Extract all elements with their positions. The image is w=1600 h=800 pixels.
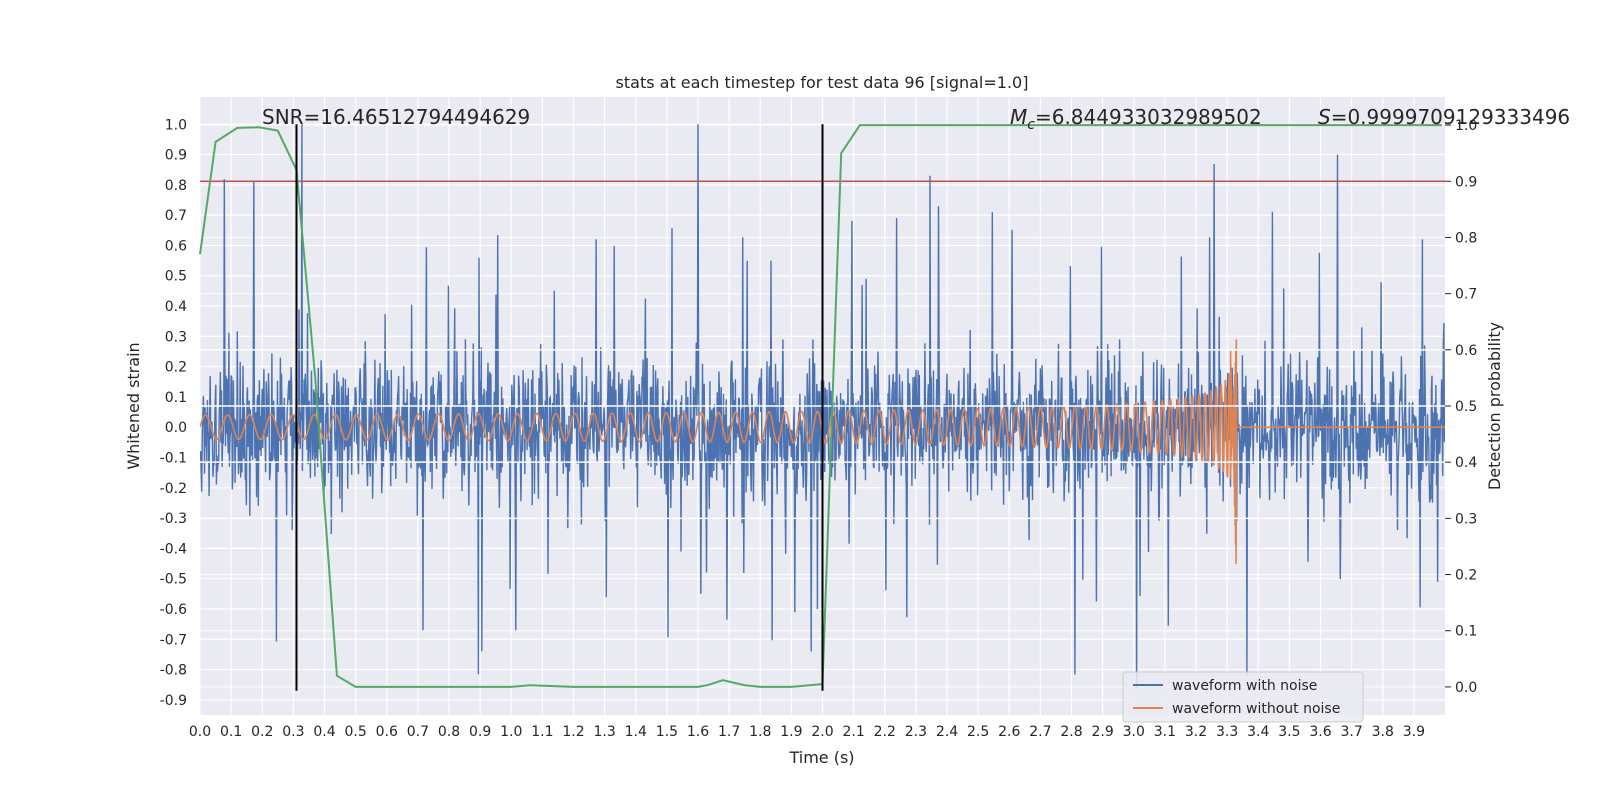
x-tick-label: 0.1 (220, 724, 242, 740)
x-tick-label: 1.1 (531, 724, 553, 740)
x-tick-label: 3.0 (1123, 724, 1145, 740)
y-axis-label: Whitened strain (124, 342, 143, 469)
chart-title: stats at each timestep for test data 96 … (616, 73, 1029, 92)
x-tick-label: 1.2 (562, 724, 584, 740)
y-tick-label: -0.1 (160, 451, 187, 467)
y-tick-label: 0.2 (165, 360, 187, 376)
y-tick-label: 1.0 (165, 117, 187, 133)
y-tick-label: 0.5 (165, 269, 187, 285)
x-tick-label: 3.9 (1403, 724, 1425, 740)
x-tick-label: 3.7 (1340, 724, 1362, 740)
mc-symbol: M (1010, 105, 1027, 129)
x-tick-label: 2.9 (1091, 724, 1113, 740)
x-tick-label: 2.2 (874, 724, 896, 740)
x-tick-label: 0.9 (469, 724, 491, 740)
y-tick-label: 0.6 (165, 238, 187, 254)
series-detection-probability (199, 124, 1442, 688)
y-tick-label: -0.6 (160, 602, 187, 618)
x-tick-label: 0.5 (344, 724, 366, 740)
y-tick-label: -0.2 (160, 481, 187, 497)
s-symbol: S (1318, 105, 1331, 129)
x-tick-label: 3.6 (1309, 724, 1331, 740)
y2-tick-label: 0.1 (1455, 624, 1477, 640)
x-tick-label: 1.4 (625, 724, 647, 740)
x-tick-label: 0.7 (407, 724, 429, 740)
y-tick-label: -0.7 (160, 632, 187, 648)
chirp-mass-annotation: Mc=6.844933032989502 (1010, 105, 1262, 133)
snr-annotation: SNR=16.46512794494629 (262, 105, 530, 129)
x-tick-label: 0.8 (438, 724, 460, 740)
mc-subscript: c (1027, 117, 1035, 133)
significance-annotation: S=0.9999709129333496 (1318, 105, 1570, 129)
x-tick-label: 1.3 (593, 724, 615, 740)
x-tick-label: 2.7 (1029, 724, 1051, 740)
x-tick-label: 2.6 (998, 724, 1020, 740)
legend-label-noisy: waveform with noise (1172, 678, 1317, 694)
x-tick-label: 1.6 (687, 724, 709, 740)
x-tick-label: 1.9 (780, 724, 802, 740)
x-tick-label: 2.3 (905, 724, 927, 740)
x-tick-label: 0.4 (313, 724, 335, 740)
s-value: =0.9999709129333496 (1331, 105, 1570, 129)
x-tick-label: 3.3 (1216, 724, 1238, 740)
x-tick-label: 3.5 (1278, 724, 1300, 740)
x-axis-label: Time (s) (788, 748, 854, 767)
y-tick-label: 0.9 (165, 148, 187, 164)
y2-tick-label: 0.2 (1455, 568, 1477, 584)
y2-tick-label: 0.5 (1455, 399, 1477, 415)
y2-tick-label: 0.6 (1455, 343, 1477, 359)
x-tick-label: 0.3 (282, 724, 304, 740)
ticks-layer: 0.0 0.1 0.2 0.3 0.4 0.5 0.6 0.7 0.8 0.9 1.0 1.1 1.2 1… (160, 117, 1478, 740)
x-tick-label: 3.4 (1247, 724, 1269, 740)
y-tick-label: -0.8 (160, 663, 187, 679)
x-tick-label: 0.2 (251, 724, 273, 740)
y2-tick-label: 0.4 (1455, 455, 1477, 471)
y2-axis-label: Detection probability (1485, 322, 1504, 490)
legend-label-clean: waveform without noise (1172, 701, 1340, 717)
x-tick-label: 3.8 (1372, 724, 1394, 740)
legend-box (1122, 671, 1364, 723)
y-tick-label: 0.4 (165, 299, 187, 315)
y-tick-label: -0.4 (160, 541, 187, 557)
mc-value: =6.844933032989502 (1035, 105, 1262, 129)
x-tick-label: 1.5 (656, 724, 678, 740)
x-tick-label: 1.8 (749, 724, 771, 740)
y2-tick-label: 0.8 (1455, 230, 1477, 246)
y2-tick-label: 0.9 (1455, 174, 1477, 190)
x-tick-label: 2.5 (967, 724, 989, 740)
x-tick-label: 2.8 (1060, 724, 1082, 740)
x-tick-label: 0.0 (189, 724, 211, 740)
y-tick-label: -0.3 (160, 511, 187, 527)
y-tick-label: 0.7 (165, 208, 187, 224)
y-tick-label: 0.8 (165, 178, 187, 194)
x-tick-label: 2.1 (842, 724, 864, 740)
y-tick-label: 0.3 (165, 329, 187, 345)
y2-tick-label: 0.0 (1455, 680, 1477, 696)
legend: waveform with noise waveform without noi… (1122, 671, 1364, 723)
x-tick-label: 2.0 (811, 724, 833, 740)
x-tick-label: 2.4 (936, 724, 958, 740)
y2-tick-label: 0.7 (1455, 287, 1477, 303)
y-tick-label: 0.1 (165, 390, 187, 406)
y-tick-label: -0.9 (160, 693, 187, 709)
x-tick-label: 3.2 (1185, 724, 1207, 740)
y2-tick-label: 1.0 (1455, 118, 1477, 134)
y-tick-label: -0.5 (160, 572, 187, 588)
x-tick-label: 0.6 (376, 724, 398, 740)
marks-layer (199, 124, 1445, 691)
x-tick-label: 1.0 (500, 724, 522, 740)
y-tick-label: 0.0 (165, 420, 187, 436)
y2-tick-label: 0.3 (1455, 511, 1477, 527)
x-tick-label: 3.1 (1154, 724, 1176, 740)
x-tick-label: 1.7 (718, 724, 740, 740)
